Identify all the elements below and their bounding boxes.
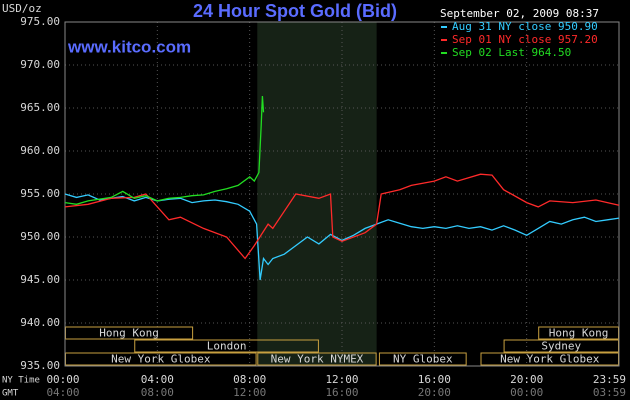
y-tick-label: 945.00 bbox=[20, 273, 60, 286]
session-label: NY Globex bbox=[393, 353, 453, 366]
gmt-tick-label: 16:00 bbox=[325, 386, 358, 399]
session-box bbox=[257, 352, 377, 366]
legend-label: Aug 31 NY close 950.90 bbox=[452, 20, 598, 33]
session-label: New York Globex bbox=[111, 353, 211, 366]
session-label: Hong Kong bbox=[99, 327, 159, 340]
session-box bbox=[134, 339, 319, 353]
timestamp: September 02, 2009 08:37 bbox=[440, 7, 599, 20]
session-label: Hong Kong bbox=[549, 327, 609, 340]
y-tick-label: 950.00 bbox=[20, 230, 60, 243]
y-tick-label: 935.00 bbox=[20, 359, 60, 372]
legend-label: Sep 02 Last 964.50 bbox=[452, 46, 571, 59]
gmt-tick-label: 08:00 bbox=[141, 386, 174, 399]
x-tick-label: 04:00 bbox=[141, 373, 174, 386]
x-tick-label: 08:00 bbox=[233, 373, 266, 386]
gmt-tick-label: 20:00 bbox=[418, 386, 451, 399]
x-tick-label: 23:59 bbox=[593, 373, 626, 386]
y-tick-label: 975.00 bbox=[20, 15, 60, 28]
trading-band bbox=[257, 22, 377, 366]
session-label: London bbox=[207, 340, 247, 353]
y-axis-label: USD/oz bbox=[2, 2, 42, 15]
series-line bbox=[64, 173, 620, 260]
x-tick-label: 00:00 bbox=[46, 373, 79, 386]
x-tick-label: 12:00 bbox=[325, 373, 358, 386]
y-tick-label: 955.00 bbox=[20, 187, 60, 200]
series-line bbox=[64, 95, 265, 205]
gmt-tick-label: 00:00 bbox=[510, 386, 543, 399]
gmt-tick-label: 03:59 bbox=[593, 386, 626, 399]
gmt-tick-label: 12:00 bbox=[233, 386, 266, 399]
legend-label: Sep 01 NY close 957.20 bbox=[452, 33, 598, 46]
source: www.kitco.com bbox=[67, 37, 191, 56]
y-tick-label: 965.00 bbox=[20, 101, 60, 114]
session-box bbox=[378, 352, 467, 366]
chart-title: 24 Hour Spot Gold (Bid) bbox=[193, 1, 397, 21]
x-row-label: NY Time bbox=[2, 376, 40, 386]
x-tick-label: 20:00 bbox=[510, 373, 543, 386]
y-tick-label: 960.00 bbox=[20, 144, 60, 157]
session-label: New York Globex bbox=[500, 353, 600, 366]
x-row-label: GMT bbox=[2, 389, 19, 399]
y-tick-label: 970.00 bbox=[20, 58, 60, 71]
gmt-tick-label: 04:00 bbox=[46, 386, 79, 399]
session-label: New York NYMEX bbox=[271, 353, 364, 366]
session-label: Sydney bbox=[541, 340, 581, 353]
y-tick-label: 940.00 bbox=[20, 316, 60, 329]
x-tick-label: 16:00 bbox=[418, 373, 451, 386]
